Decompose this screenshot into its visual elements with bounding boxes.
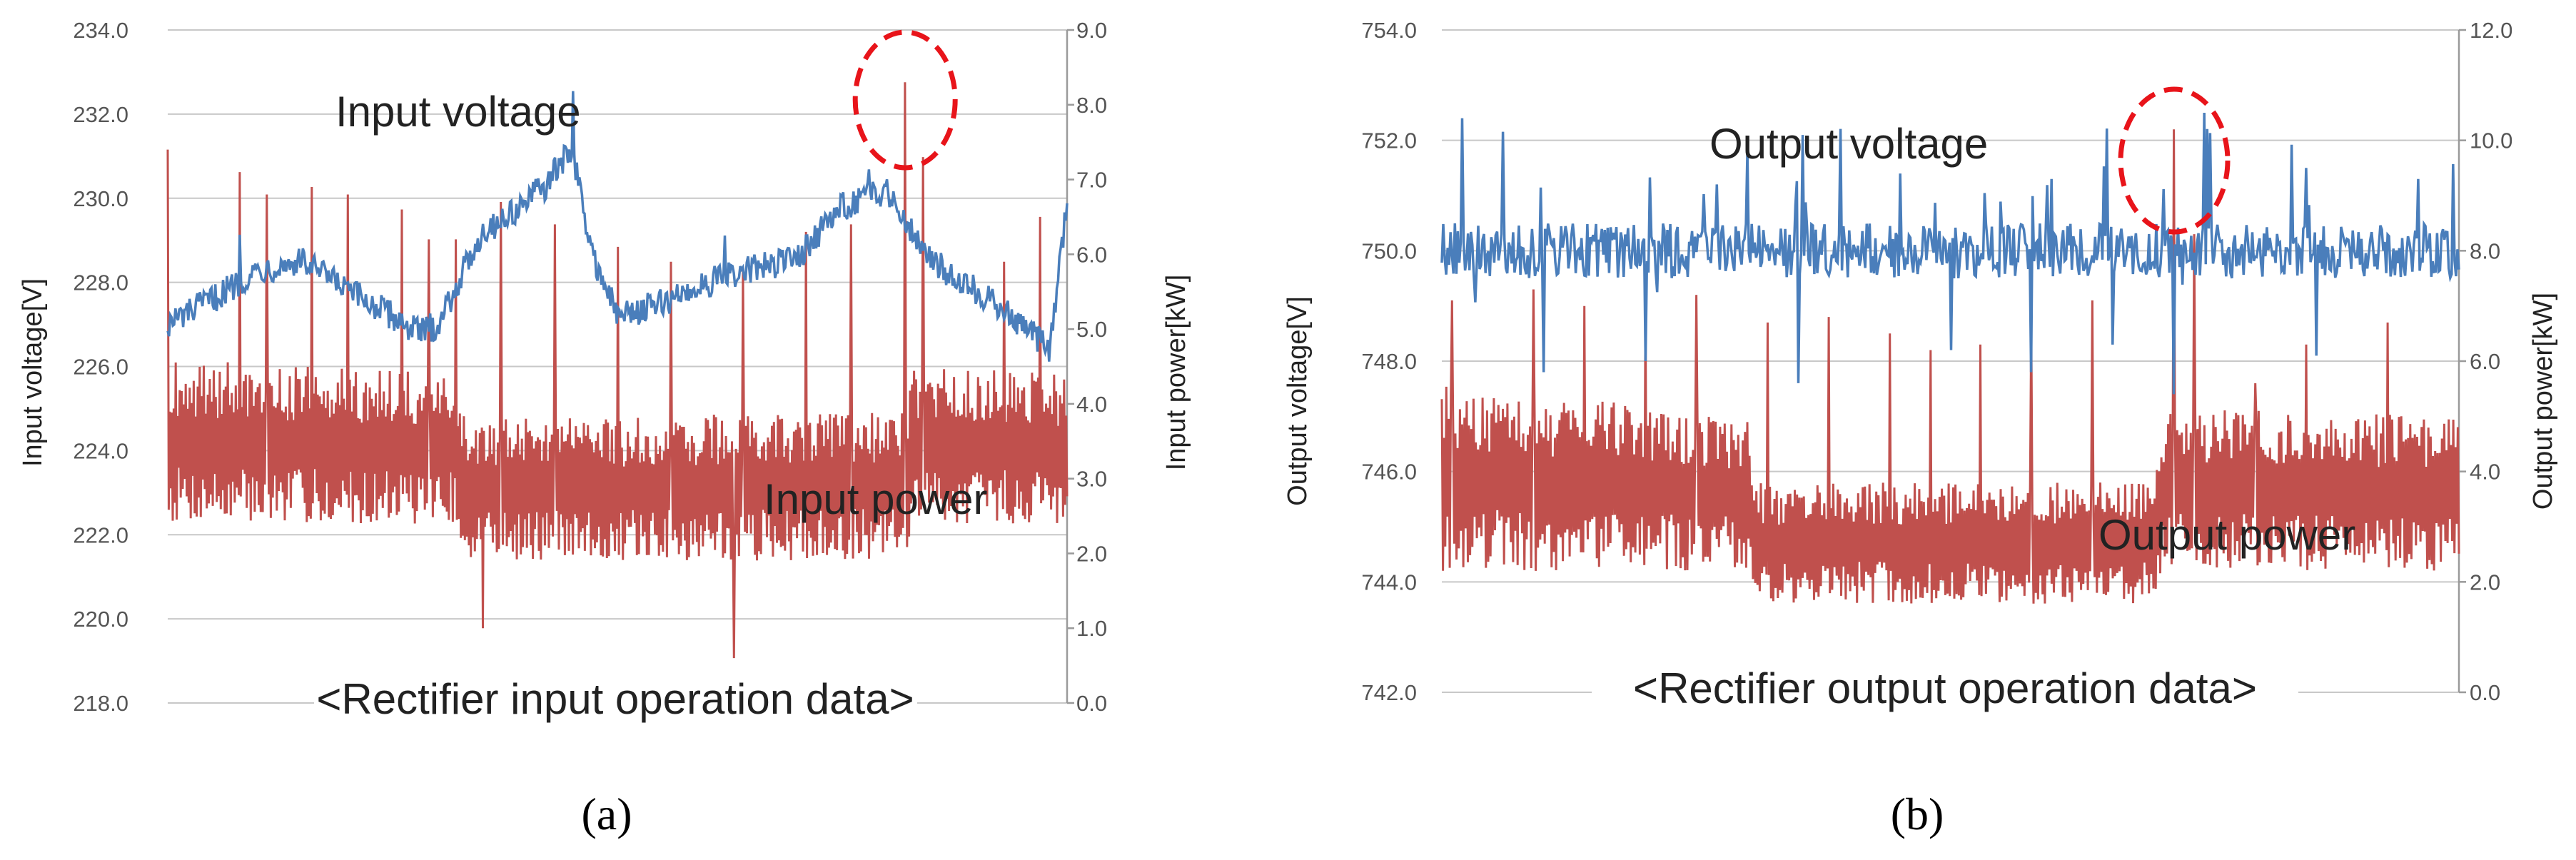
y-right-tick-label: 2.0 (2470, 570, 2500, 595)
y-axis-right-label-a: Input power[kW] (1161, 275, 1191, 471)
y-left-tick-label: 228.0 (73, 270, 128, 295)
highlight-circle-a (852, 29, 958, 171)
y-left-tick-label: 752.0 (1361, 128, 1417, 153)
y-right-tick-label: 2.0 (1076, 541, 1107, 566)
y-axis-right-label-b: Output power[kW] (2528, 293, 2558, 510)
y-left-tick-label: 744.0 (1361, 570, 1417, 595)
chart-panel-a: 218.0 220.0 222.0 224.0 226.0 228.0 230.0 232.0… (18, 18, 1191, 839)
y-left-tick-label: 234.0 (73, 18, 128, 43)
right-axis-ticks-a: 0.0 1.0 2.0 3.0 4.0 5.0 6.0 7.0 8.0 9.0 (1067, 18, 1107, 716)
y-left-tick-label: 220.0 (73, 607, 128, 632)
y-left-tick-label: 230.0 (73, 186, 128, 211)
y-left-tick-label: 226.0 (73, 355, 128, 380)
left-axis-ticks-a: 218.0 220.0 222.0 224.0 226.0 228.0 230.0 232.0… (73, 18, 128, 716)
annotation-input-power: Input power (764, 475, 988, 523)
y-right-tick-label: 3.0 (1076, 467, 1107, 492)
subtitle-bg-b (1592, 664, 2298, 714)
y-right-tick-label: 0.0 (1076, 691, 1107, 716)
y-right-tick-label: 4.0 (1076, 392, 1107, 417)
y-left-tick-label: 218.0 (73, 691, 128, 716)
chart-subtitle-a: <Rectifier input operation data> (316, 675, 914, 723)
y-left-tick-label: 746.0 (1361, 460, 1417, 485)
y-left-tick-label: 222.0 (73, 522, 128, 547)
y-right-tick-label: 12.0 (2470, 18, 2512, 43)
panel-label-a: (a) (581, 789, 632, 839)
panel-label-b: (b) (1891, 789, 1944, 839)
left-axis-ticks-b: 742.0 744.0 746.0 748.0 750.0 752.0 754.0 (1361, 18, 1417, 705)
y-right-tick-label: 8.0 (1076, 93, 1107, 118)
series-line-output-voltage (1440, 112, 2460, 395)
y-right-tick-label: 9.0 (1076, 18, 1107, 43)
y-left-tick-label: 754.0 (1361, 18, 1417, 43)
series-line-output-power (1440, 129, 2460, 604)
y-left-tick-label: 232.0 (73, 102, 128, 127)
y-left-tick-label: 748.0 (1361, 349, 1417, 374)
chart-panel-b: 742.0 744.0 746.0 748.0 750.0 752.0 754.0 0.0 2… (1283, 18, 2558, 839)
series-line-input-power (166, 82, 1069, 659)
y-right-tick-label: 4.0 (2470, 460, 2500, 485)
y-axis-left-label-b: Output voltage[V] (1283, 296, 1313, 506)
y-left-tick-label: 224.0 (73, 438, 128, 463)
annotation-input-voltage: Input voltage (335, 88, 581, 136)
y-right-tick-label: 8.0 (2470, 238, 2500, 263)
y-right-tick-label: 5.0 (1076, 317, 1107, 342)
y-right-tick-label: 6.0 (1076, 242, 1107, 267)
subtitle-bg-a (314, 674, 917, 724)
series-line-input-voltage (166, 91, 1069, 362)
y-right-tick-label: 7.0 (1076, 168, 1107, 193)
y-right-tick-label: 6.0 (2470, 349, 2500, 374)
annotation-output-power: Output power (2098, 511, 2355, 559)
highlight-circle-b (2118, 86, 2231, 235)
y-right-tick-label: 10.0 (2470, 128, 2512, 153)
chart-subtitle-b: <Rectifier output operation data> (1633, 664, 2257, 712)
y-right-tick-label: 1.0 (1076, 616, 1107, 641)
annotation-output-voltage: Output voltage (1709, 120, 1988, 168)
right-axis-ticks-b: 0.0 2.0 4.0 6.0 8.0 10.0 12.0 (2459, 18, 2512, 705)
y-left-tick-label: 750.0 (1361, 238, 1417, 263)
y-axis-left-label-a: Input voltage[V] (18, 278, 48, 467)
y-left-tick-label: 742.0 (1361, 680, 1417, 705)
y-right-tick-label: 0.0 (2470, 680, 2500, 705)
